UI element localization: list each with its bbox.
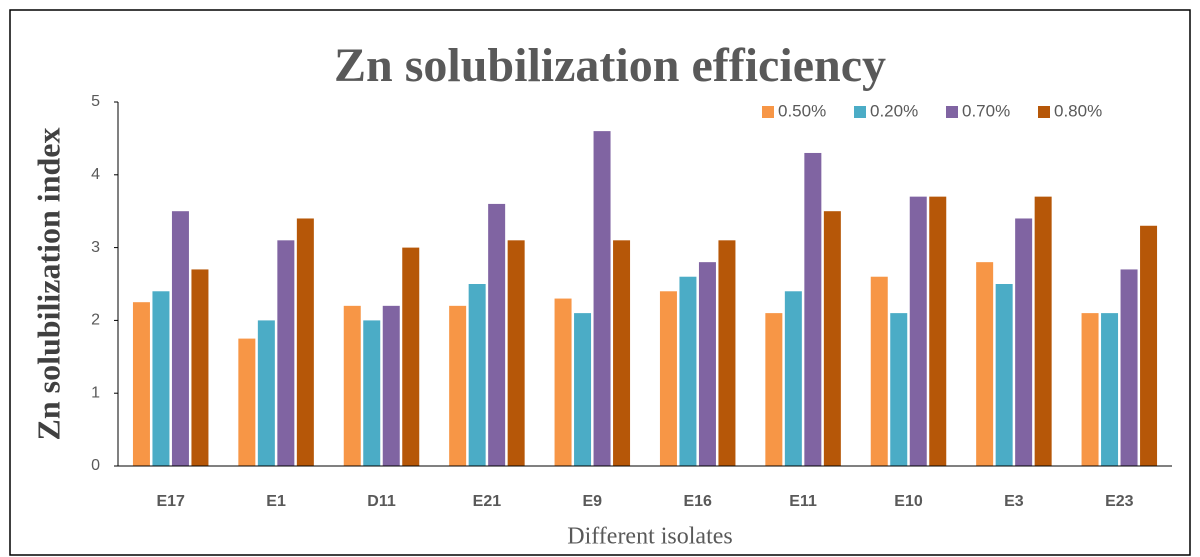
bar: [929, 196, 947, 466]
bar: [698, 262, 716, 466]
x-axis-label: Different isolates: [567, 524, 733, 550]
bar: [823, 211, 841, 466]
bar: [363, 320, 381, 466]
bar: [976, 262, 994, 466]
bar: [1015, 218, 1033, 466]
legend-swatch: [762, 106, 774, 118]
bar: [171, 211, 189, 466]
frame: [9, 9, 1191, 556]
chart-title: Zn solubilization efficiency: [334, 39, 886, 92]
legend-label: 0.70%: [962, 101, 1010, 120]
bar: [132, 302, 150, 466]
bar: [152, 291, 170, 466]
x-tick-label: D11: [367, 493, 396, 510]
x-tick-label: E3: [1004, 493, 1024, 510]
legend-swatch: [1038, 106, 1050, 118]
legend-label: 0.20%: [870, 101, 918, 120]
bar: [718, 240, 736, 466]
bar: [593, 131, 611, 466]
bar: [468, 284, 486, 466]
bar: [191, 269, 209, 466]
bar: [488, 203, 506, 467]
legend-label: 0.50%: [778, 101, 826, 120]
bar: [449, 305, 467, 466]
y-tick-label: 1: [91, 384, 100, 401]
bar: [507, 240, 525, 466]
bar: [257, 320, 275, 466]
x-tick-label: E17: [156, 493, 185, 510]
bar: [238, 338, 256, 466]
x-tick-label: E21: [473, 493, 502, 510]
y-axis-label: Zn solubilization index: [30, 128, 66, 441]
y-tick-label: 5: [91, 93, 100, 110]
bar: [995, 284, 1013, 466]
legend-swatch: [946, 106, 958, 118]
bar: [804, 152, 822, 466]
x-tick-label: E9: [583, 493, 603, 510]
bar: [784, 291, 802, 466]
bar: [659, 291, 677, 466]
legend-label: 0.80%: [1054, 101, 1102, 120]
legend-swatch: [854, 106, 866, 118]
bar: [1140, 225, 1158, 466]
x-tick-label: E11: [789, 493, 817, 510]
bar: [343, 305, 361, 466]
y-tick-label: 0: [91, 457, 100, 474]
x-tick-label: E23: [1105, 493, 1134, 510]
y-tick-label: 4: [91, 166, 100, 183]
bar: [554, 298, 572, 466]
bar: [765, 313, 783, 466]
bar: [890, 313, 908, 466]
bar: [870, 276, 888, 466]
bar: [382, 305, 400, 466]
bar: [402, 247, 420, 466]
bar: [1120, 269, 1138, 466]
bar: [1101, 313, 1119, 466]
bar: [613, 240, 631, 466]
x-tick-label: E16: [683, 493, 712, 510]
bar: [909, 196, 927, 466]
bar: [277, 240, 295, 466]
bar: [574, 313, 592, 466]
y-tick-label: 2: [91, 312, 100, 329]
bar: [296, 218, 314, 466]
bar: [1081, 313, 1099, 466]
bar: [1034, 196, 1052, 466]
y-tick-label: 3: [91, 239, 100, 256]
x-tick-label: E10: [894, 493, 923, 510]
x-tick-label: E1: [266, 493, 286, 510]
bar: [679, 276, 697, 466]
